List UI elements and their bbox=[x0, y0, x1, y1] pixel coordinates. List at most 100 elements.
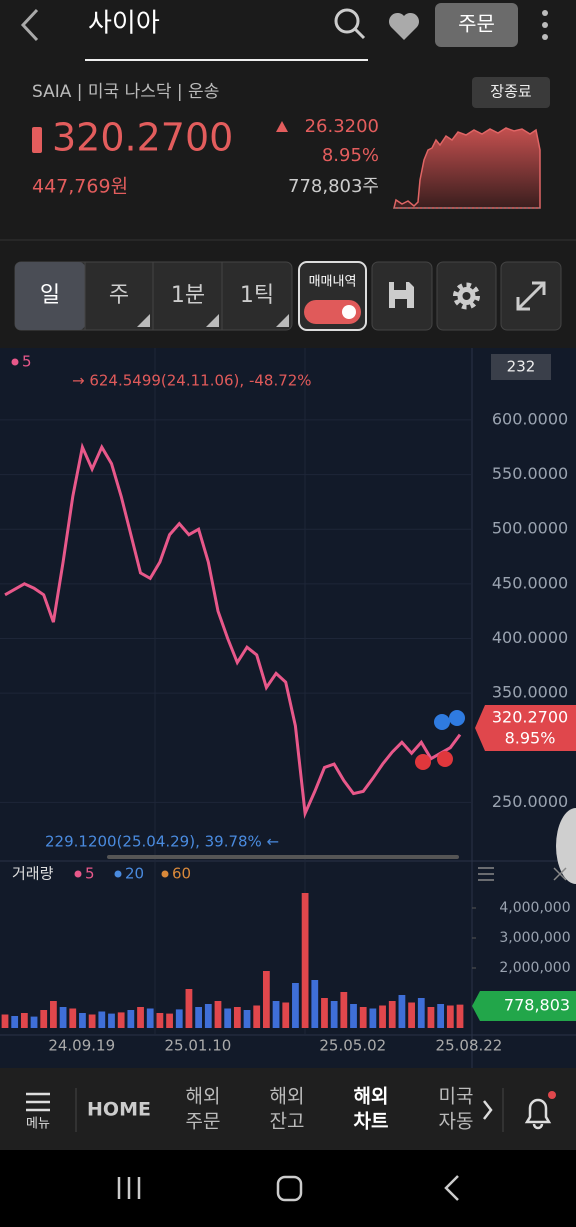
volume-bar bbox=[185, 989, 193, 1028]
order-button-label: 주문 bbox=[458, 12, 495, 36]
nav-item[interactable]: 잔고 bbox=[270, 1111, 305, 1133]
volume-bar bbox=[301, 893, 309, 1028]
volume-menu[interactable] bbox=[478, 867, 494, 881]
menu-label[interactable]: 메뉴 bbox=[26, 1117, 50, 1132]
scrollbar[interactable] bbox=[107, 855, 459, 859]
nav-item[interactable]: 차트 bbox=[354, 1111, 389, 1133]
legend-label: 20 bbox=[125, 865, 144, 883]
volume-bar bbox=[166, 1013, 173, 1028]
volume-bar bbox=[137, 1007, 144, 1028]
favorite-icon[interactable] bbox=[388, 12, 420, 40]
trade-toggle-label: 매매내역 bbox=[309, 275, 357, 290]
up-triangle bbox=[276, 121, 288, 132]
high-annotation: → 624.5499(24.11.06), -48.72% bbox=[72, 372, 312, 390]
change: 26.3200 bbox=[305, 116, 379, 137]
notification-bell[interactable] bbox=[524, 1098, 552, 1130]
recent-apps[interactable] bbox=[117, 1177, 141, 1199]
search-icon[interactable] bbox=[334, 8, 366, 40]
trade-markers bbox=[415, 710, 465, 770]
nav-item[interactable]: 주문 bbox=[186, 1111, 221, 1133]
volume-bar bbox=[321, 998, 328, 1028]
last-change-label: 8.95% bbox=[505, 729, 556, 748]
volume-bar bbox=[127, 1010, 135, 1028]
volume-bar bbox=[98, 1011, 106, 1028]
y-tick-label: 450.0000 bbox=[492, 573, 568, 592]
volume-bar bbox=[79, 1013, 86, 1028]
volume: 778,803주 bbox=[288, 176, 379, 197]
volume-bar bbox=[417, 998, 425, 1028]
chart-background bbox=[0, 348, 576, 1068]
volume-bar bbox=[446, 1005, 454, 1028]
settings-icon bbox=[453, 282, 480, 310]
nav-item[interactable]: 해외 bbox=[186, 1086, 221, 1108]
notification-dot bbox=[548, 1091, 556, 1099]
volume-bar bbox=[311, 980, 319, 1028]
volume-bar bbox=[369, 1008, 377, 1028]
nav-item[interactable]: 미국 bbox=[439, 1086, 474, 1108]
volume-bar bbox=[195, 1007, 203, 1028]
bottom-nav bbox=[0, 1068, 576, 1150]
period-tab[interactable]: 1분 bbox=[171, 283, 205, 308]
volume-bar bbox=[272, 1001, 280, 1028]
y-tick-label: 2,000,000 bbox=[499, 960, 570, 976]
y-tick-label: 600.0000 bbox=[492, 409, 568, 428]
volume-bar bbox=[233, 1007, 241, 1028]
change-pct: 8.95% bbox=[322, 145, 379, 166]
period-tab[interactable]: 일 bbox=[40, 283, 60, 308]
y-tick-label: 350.0000 bbox=[492, 683, 568, 702]
y-tick-label: 4,000,000 bbox=[499, 900, 570, 916]
volume-bar bbox=[1, 1014, 9, 1028]
y-tick-label: 3,000,000 bbox=[499, 930, 570, 946]
volume-bar bbox=[88, 1014, 96, 1028]
period-tab[interactable]: 1틱 bbox=[240, 283, 274, 308]
volume-bar bbox=[388, 1001, 396, 1028]
legend-dot bbox=[74, 870, 82, 878]
x-tick-label: 25.08.22 bbox=[436, 1037, 503, 1055]
title-underline bbox=[85, 59, 368, 61]
menu-icon[interactable] bbox=[26, 1092, 50, 1112]
last-price-label: 320.2700 bbox=[492, 708, 568, 727]
last-volume-box bbox=[472, 991, 576, 1021]
volume-bar bbox=[437, 1004, 445, 1028]
nav-item[interactable]: 해외 bbox=[354, 1086, 389, 1108]
volume-bar bbox=[20, 1013, 28, 1028]
period-tab[interactable]: 주 bbox=[109, 283, 129, 308]
back-button[interactable] bbox=[20, 8, 39, 42]
more-menu[interactable] bbox=[542, 10, 548, 40]
nav-item[interactable]: 자동 bbox=[439, 1111, 474, 1133]
period-tab-selected[interactable] bbox=[15, 262, 85, 330]
volume-bar bbox=[11, 1016, 19, 1028]
volume-bar bbox=[456, 1004, 464, 1028]
volume-bar bbox=[214, 1001, 222, 1028]
volume-bar bbox=[204, 1004, 212, 1028]
home-button[interactable] bbox=[276, 1175, 303, 1202]
nav-item[interactable]: 해외 bbox=[270, 1086, 305, 1108]
order-button[interactable] bbox=[435, 3, 518, 47]
legend-dot bbox=[11, 358, 19, 366]
count-box bbox=[491, 354, 551, 380]
price-marker bbox=[32, 127, 42, 153]
nav-more[interactable] bbox=[483, 1100, 493, 1120]
last-price-box bbox=[475, 705, 576, 751]
volume-bar bbox=[146, 1008, 154, 1028]
volume-bar bbox=[175, 1009, 183, 1028]
volume-bar bbox=[253, 1005, 261, 1028]
volume-close[interactable] bbox=[553, 867, 567, 881]
system-bar bbox=[0, 1150, 576, 1227]
volume-bar bbox=[243, 1010, 251, 1028]
volume-bar bbox=[350, 1004, 357, 1028]
save-icon bbox=[389, 282, 414, 308]
price-line bbox=[4, 442, 462, 819]
volume-title: 거래량 bbox=[12, 865, 54, 883]
volume-bar bbox=[156, 1013, 164, 1028]
volume-bar bbox=[330, 1001, 338, 1028]
status-button[interactable] bbox=[472, 77, 550, 108]
x-tick-label: 25.05.02 bbox=[319, 1037, 386, 1055]
system-back[interactable] bbox=[444, 1175, 459, 1201]
volume-bar bbox=[408, 1002, 415, 1028]
home-link[interactable]: HOME bbox=[87, 1099, 151, 1121]
legend-label: 60 bbox=[172, 865, 191, 883]
side-handle[interactable] bbox=[556, 808, 576, 884]
y-tick-label: 250.0000 bbox=[492, 792, 568, 811]
